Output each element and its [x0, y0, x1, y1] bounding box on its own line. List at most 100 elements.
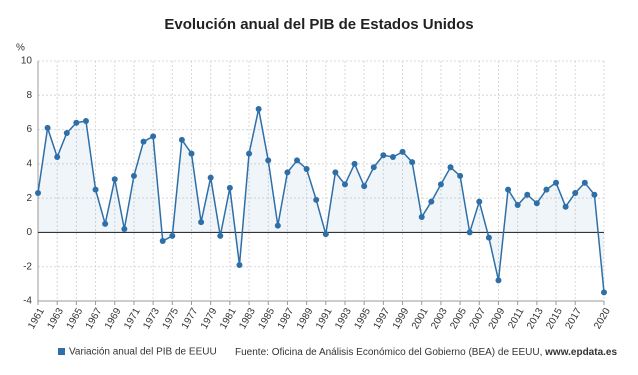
point: [370, 164, 377, 171]
point: [92, 186, 99, 193]
point: [514, 202, 521, 208]
x-tick-label: 1993: [333, 306, 354, 331]
point: [284, 169, 291, 176]
x-tick-label: 1973: [141, 306, 162, 331]
point: [533, 200, 540, 207]
x-tick-label: 2007: [468, 306, 489, 331]
x-tick-label: 1985: [256, 306, 277, 331]
point: [380, 152, 387, 159]
x-tick-label: 1999: [391, 306, 412, 331]
x-tick-label: 1967: [84, 306, 105, 331]
x-tick-label: 2001: [410, 306, 431, 331]
point: [150, 133, 157, 140]
legend-marker: [58, 348, 65, 355]
x-tick-label: 1991: [314, 306, 335, 331]
point: [543, 186, 550, 193]
x-tick-label: 1965: [65, 306, 86, 331]
point: [274, 222, 281, 229]
point: [457, 172, 464, 179]
x-tick-label: 2011: [506, 306, 526, 331]
point: [485, 234, 492, 241]
point: [226, 184, 233, 191]
x-tick-label: 1981: [218, 306, 239, 331]
point: [409, 159, 416, 166]
y-tick-label: 4: [26, 158, 32, 169]
point: [63, 130, 70, 136]
point: [361, 183, 368, 190]
x-tick-label: 2005: [448, 306, 469, 331]
y-tick-label: 10: [21, 56, 33, 67]
x-tick-label: 1995: [352, 306, 373, 331]
point: [140, 138, 147, 145]
point: [169, 232, 176, 239]
x-tick-label: 2020: [592, 306, 613, 331]
point: [322, 231, 329, 238]
source-link: www.epdata.es: [544, 347, 617, 358]
point: [130, 172, 137, 179]
x-tick-label: 1979: [199, 306, 220, 331]
x-tick-label: 2009: [487, 306, 508, 331]
point: [466, 229, 473, 236]
point: [553, 179, 560, 186]
point: [255, 106, 262, 112]
point: [246, 150, 253, 157]
point: [188, 150, 195, 157]
point: [476, 198, 483, 205]
point: [217, 232, 224, 239]
x-tick-label: 1983: [237, 306, 258, 331]
point: [73, 119, 80, 126]
point: [332, 169, 339, 176]
grid: -4-2024681019611963196519671969197119731…: [21, 56, 613, 331]
x-tick-label: 2017: [563, 306, 584, 331]
point: [418, 214, 425, 220]
point: [102, 220, 109, 227]
source: Fuente: Oficina de Análisis Económico de…: [235, 347, 617, 358]
point: [581, 179, 588, 186]
y-tick-label: 2: [26, 193, 32, 204]
x-tick-label: 2015: [544, 306, 565, 331]
point: [35, 190, 41, 196]
point: [399, 148, 406, 155]
point: [198, 219, 205, 226]
point: [44, 124, 51, 131]
point: [601, 289, 607, 296]
x-tick-label: 1961: [26, 306, 47, 331]
point: [562, 203, 569, 210]
point: [178, 136, 185, 143]
point: [294, 157, 301, 164]
x-tick-label: 1969: [103, 306, 124, 331]
chart-title: Evolución anual del PIB de Estados Unido…: [164, 16, 473, 33]
y-tick-label: 0: [26, 227, 32, 238]
point: [447, 164, 454, 171]
point: [303, 166, 310, 172]
x-tick-label: 1987: [276, 306, 297, 331]
point: [82, 118, 89, 124]
x-tick-label: 1971: [122, 306, 143, 331]
x-tick-label: 1989: [295, 306, 316, 331]
point: [341, 181, 348, 188]
point: [207, 174, 214, 181]
y-tick-label: -4: [23, 296, 32, 307]
x-tick-label: 1977: [180, 306, 201, 331]
y-tick-label: 8: [26, 90, 32, 101]
source-text: Fuente: Oficina de Análisis Económico de…: [235, 347, 542, 358]
point: [428, 198, 435, 205]
point: [572, 190, 579, 196]
point: [437, 181, 444, 188]
point: [236, 262, 243, 268]
point: [591, 191, 598, 198]
line: [37, 108, 605, 293]
point: [265, 157, 272, 164]
point: [495, 277, 502, 284]
area: [38, 109, 604, 293]
point: [159, 238, 166, 244]
point: [524, 191, 531, 198]
point: [111, 176, 118, 183]
x-tick-label: 1997: [372, 306, 393, 331]
point: [351, 160, 358, 167]
point: [54, 154, 61, 160]
y-tick-label: -2: [23, 261, 32, 272]
x-tick-label: 1963: [45, 306, 66, 331]
